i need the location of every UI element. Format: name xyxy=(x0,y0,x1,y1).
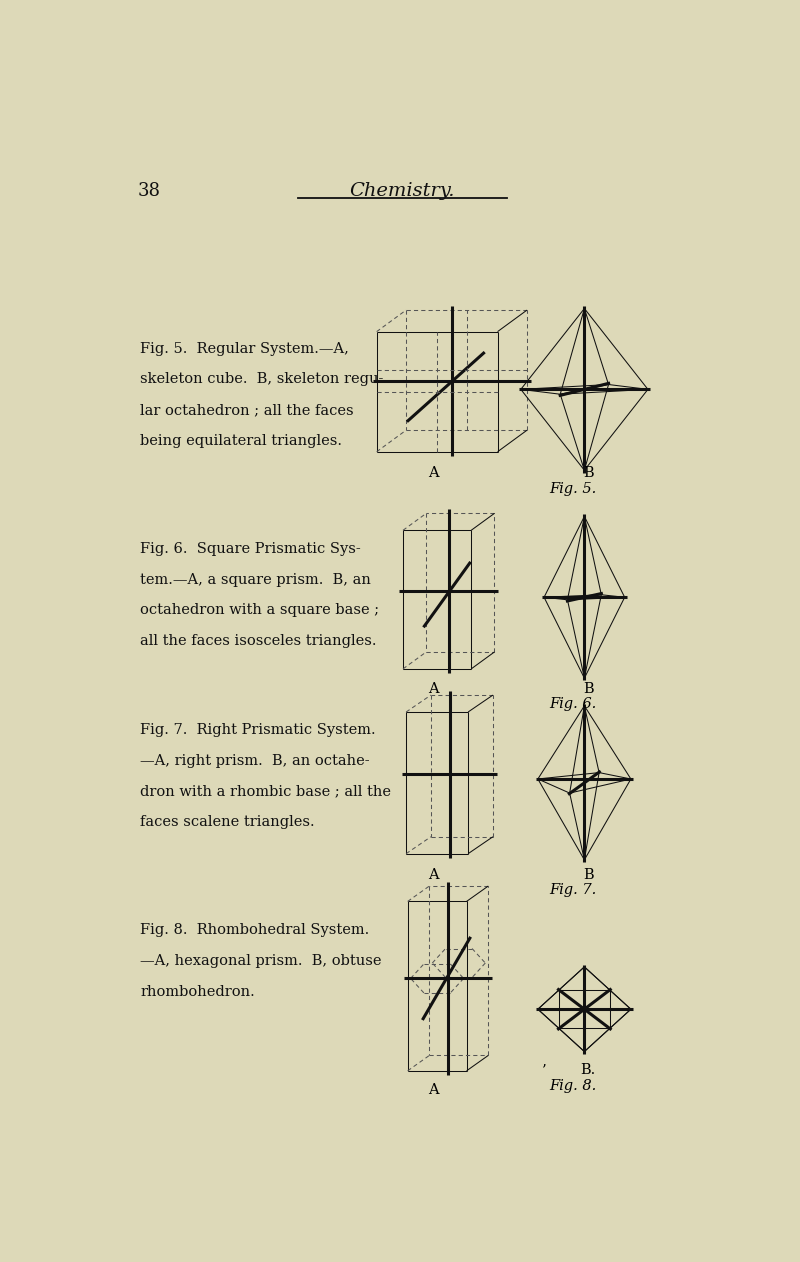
Text: octahedron with a square base ;: octahedron with a square base ; xyxy=(140,603,379,617)
Text: Fig. 5.  Regular System.—A,: Fig. 5. Regular System.—A, xyxy=(140,342,349,356)
Text: A: A xyxy=(428,867,438,882)
Text: Fig. 8.  Rhombohedral System.: Fig. 8. Rhombohedral System. xyxy=(140,923,370,936)
Text: A: A xyxy=(428,467,438,481)
Text: 38: 38 xyxy=(138,182,160,201)
Text: dron with a rhombic base ; all the: dron with a rhombic base ; all the xyxy=(140,785,391,799)
Text: —A, hexagonal prism.  B, obtuse: —A, hexagonal prism. B, obtuse xyxy=(140,954,382,968)
Text: Fig. 7.  Right Prismatic System.: Fig. 7. Right Prismatic System. xyxy=(140,723,376,737)
Text: —A, right prism.  B, an octahe-: —A, right prism. B, an octahe- xyxy=(140,753,370,767)
Text: tem.—A, a square prism.  B, an: tem.—A, a square prism. B, an xyxy=(140,573,371,587)
Text: being equilateral triangles.: being equilateral triangles. xyxy=(140,434,342,448)
Text: Fig. 8.: Fig. 8. xyxy=(550,1079,597,1093)
Text: Fig. 6.  Square Prismatic Sys-: Fig. 6. Square Prismatic Sys- xyxy=(140,541,361,555)
Text: B.: B. xyxy=(581,1063,596,1078)
Text: lar octahedron ; all the faces: lar octahedron ; all the faces xyxy=(140,404,354,418)
Text: A: A xyxy=(428,1083,438,1097)
Text: Fig. 7.: Fig. 7. xyxy=(550,883,597,897)
Text: all the faces isosceles triangles.: all the faces isosceles triangles. xyxy=(140,635,377,649)
Text: faces scalene triangles.: faces scalene triangles. xyxy=(140,815,315,829)
Text: Fig. 6.: Fig. 6. xyxy=(550,698,597,712)
Text: B: B xyxy=(583,467,594,481)
Text: ’: ’ xyxy=(542,1063,546,1078)
Text: skeleton cube.  B, skeleton regu-: skeleton cube. B, skeleton regu- xyxy=(140,372,384,386)
Text: B: B xyxy=(583,867,594,882)
Text: rhombohedron.: rhombohedron. xyxy=(140,984,255,998)
Text: A: A xyxy=(428,681,438,695)
Text: Chemistry.: Chemistry. xyxy=(350,182,455,201)
Text: B: B xyxy=(583,681,594,695)
Text: Fig. 5.: Fig. 5. xyxy=(550,482,597,496)
